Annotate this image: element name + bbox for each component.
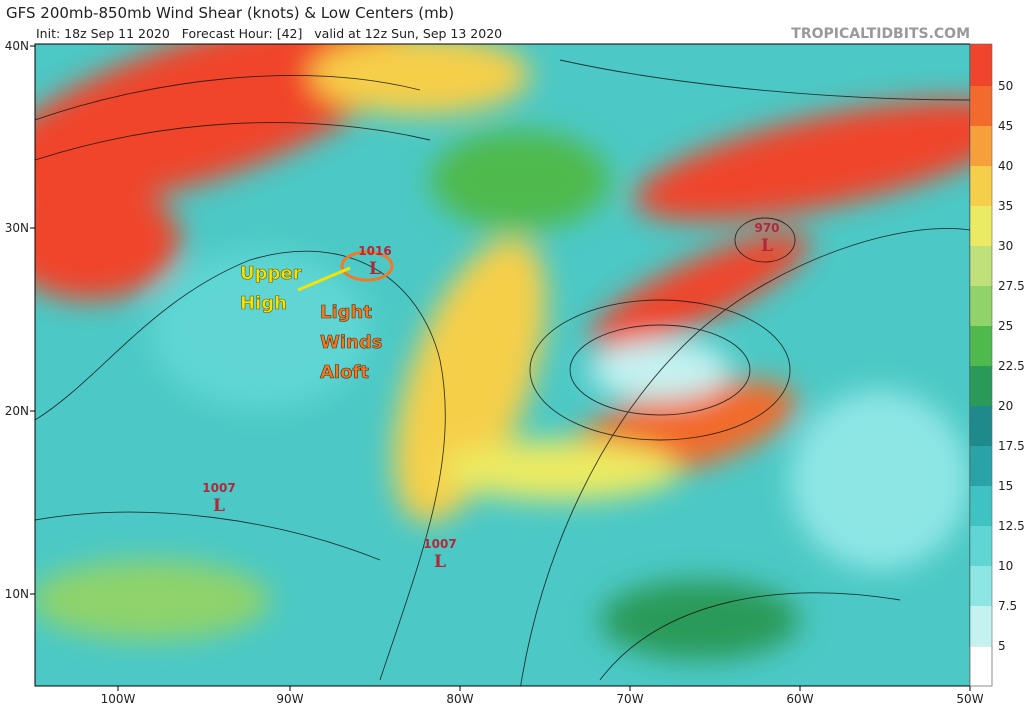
subtitle: Init: 18z Sep 11 2020 Forecast Hour: [42… — [36, 26, 502, 41]
colorbar-label: 17.5 — [998, 439, 1024, 453]
colorbar-label: 5 — [998, 639, 1006, 653]
colorbar-label: 25 — [998, 319, 1013, 333]
colorbar-label: 10 — [998, 559, 1013, 573]
colorbar-segment — [970, 406, 992, 446]
lon-label: 100W — [101, 692, 136, 706]
axes: 40N 30N 20N 10N 100W 90W 80W 70W 60W 50W — [5, 39, 984, 706]
low-pressure: 970 — [754, 221, 779, 235]
colorbar-segment — [970, 446, 992, 486]
shear-field — [35, 44, 970, 686]
colorbar-segment — [970, 206, 992, 246]
lon-label: 70W — [616, 692, 643, 706]
low-symbol: L — [213, 496, 225, 516]
colorbar-segment — [970, 366, 992, 406]
lon-label: 50W — [956, 692, 983, 706]
colorbar-segment — [970, 486, 992, 526]
lat-label: 10N — [5, 587, 29, 601]
colorbar-label: 50 — [998, 79, 1013, 93]
colorbar-label: 7.5 — [998, 599, 1017, 613]
colorbar-segment — [970, 286, 992, 326]
lat-label: 30N — [5, 221, 29, 235]
highlight-circle — [340, 250, 394, 282]
colorbar-segment — [970, 44, 992, 86]
colorbar-label: 40 — [998, 159, 1013, 173]
low-pressure: 1007 — [423, 537, 456, 551]
annotation: Upper — [240, 263, 302, 284]
colorbar-label: 30 — [998, 239, 1013, 253]
low-pressure: 1007 — [202, 481, 235, 495]
colorbar-label: 20 — [998, 399, 1013, 413]
colorbar-label: 22.5 — [998, 359, 1024, 373]
annotations: Upper High Light Winds Aloft — [240, 250, 394, 383]
annotation: Winds — [320, 332, 382, 353]
low-pressure: 1016 — [358, 244, 391, 258]
lat-label: 40N — [5, 39, 29, 53]
colorbar-frame — [969, 43, 993, 687]
colorbar-label: 12.5 — [998, 519, 1024, 533]
annotation: High — [240, 293, 287, 314]
colorbar-segment — [970, 566, 992, 606]
colorbar-segment — [969, 645, 993, 687]
lon-label: 90W — [276, 692, 303, 706]
colorbar-label: 45 — [998, 119, 1013, 133]
colorbar-segment — [970, 126, 992, 166]
title: GFS 200mb-850mb Wind Shear (knots) & Low… — [6, 4, 454, 22]
low-symbol: L — [369, 259, 381, 279]
low-symbol: L — [434, 552, 446, 572]
colorbar-label: 27.5 — [998, 279, 1024, 293]
colorbar-segment — [970, 166, 992, 206]
lon-label: 60W — [786, 692, 813, 706]
annotation: Light — [320, 302, 372, 323]
lat-label: 20N — [5, 404, 29, 418]
colorbar-segment — [970, 246, 992, 286]
low-symbol: L — [761, 236, 773, 256]
colorbar-label: 15 — [998, 479, 1013, 493]
pointer-line — [297, 266, 351, 292]
brand: TROPICALTIDBITS.COM — [791, 26, 970, 42]
colorbar-segment — [970, 606, 992, 646]
colorbar-segment — [970, 326, 992, 366]
colorbar-segment — [970, 86, 992, 126]
colorbar: 50 45 40 35 30 27.5 25 22.5 20 17.5 15 12.5 10 7.5 5 — [969, 43, 1024, 687]
colorbar-label: 35 — [998, 199, 1013, 213]
annotation: Aloft — [320, 362, 369, 383]
lon-label: 80W — [446, 692, 473, 706]
colorbar-segment — [970, 526, 992, 566]
